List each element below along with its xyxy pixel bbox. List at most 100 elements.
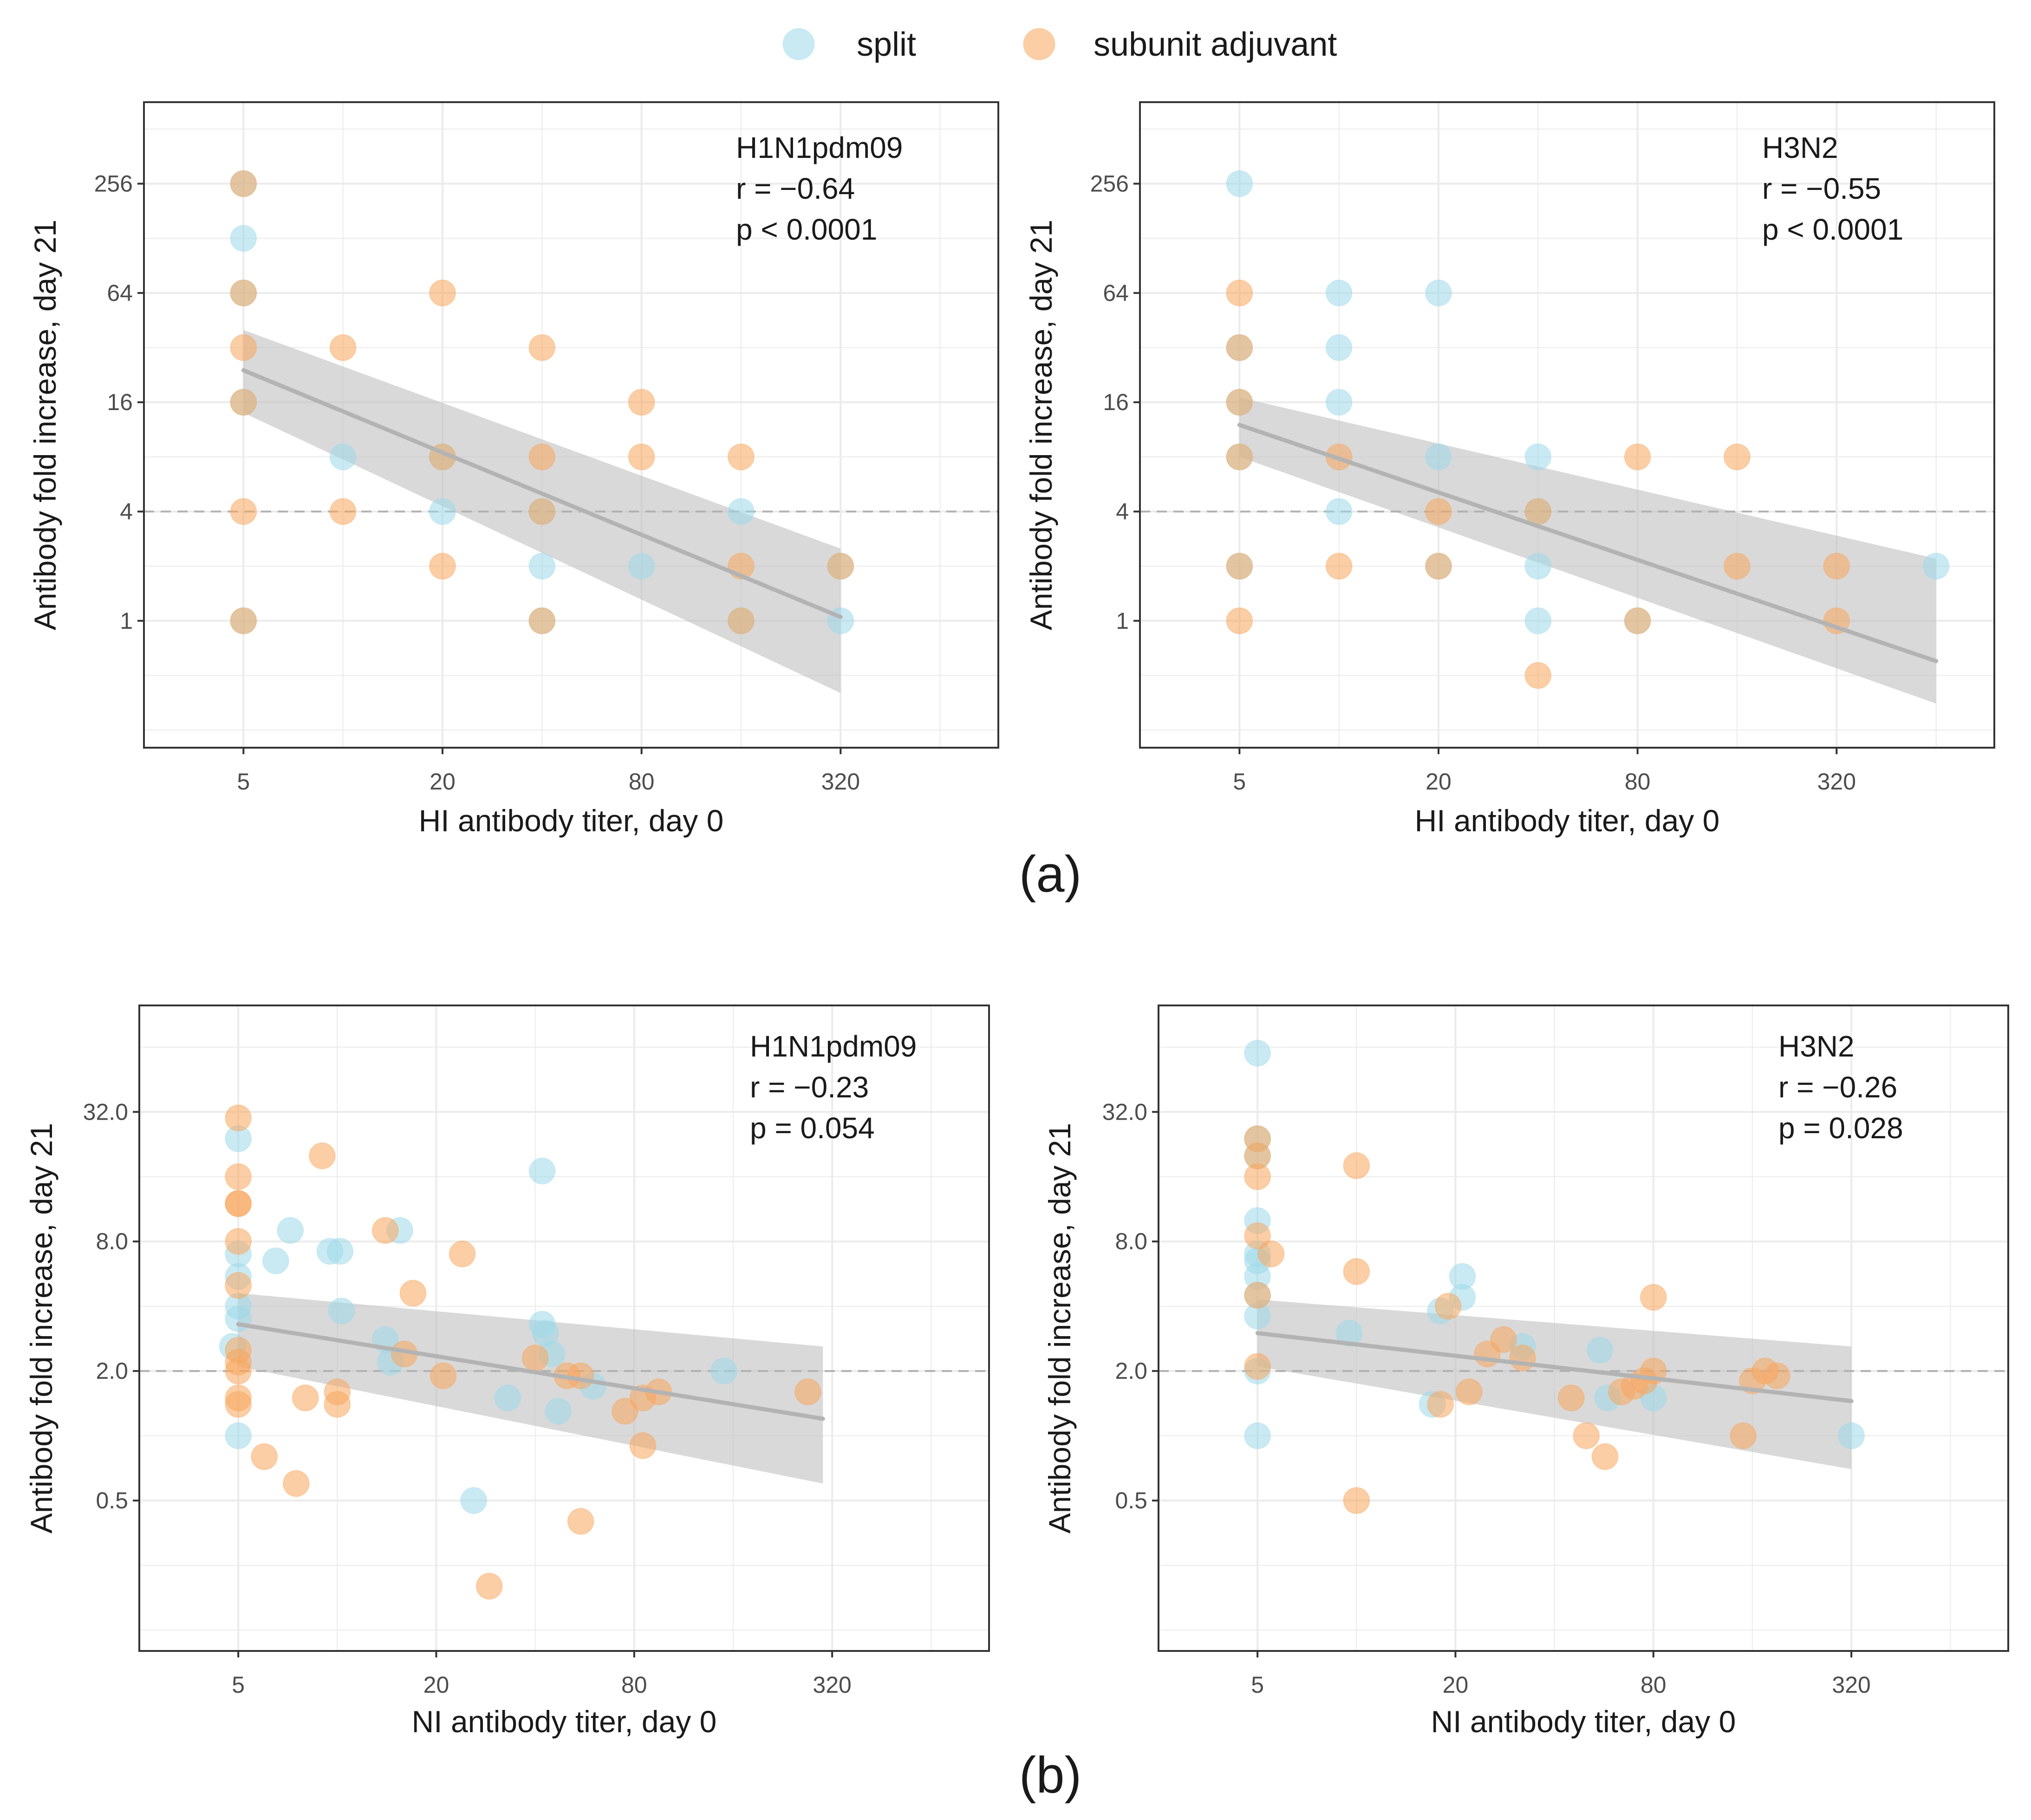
y-axis-title: Antibody fold increase, day 21	[1042, 1123, 1077, 1533]
x-tick-label: 80	[1640, 1672, 1666, 1698]
data-point-subunit-adjuvant	[628, 389, 655, 416]
data-point-subunit-adjuvant	[1624, 443, 1651, 470]
panel-a-h1n1pdm09: 5 20 80 320 1 4 16 64 256 HI antibody titer, day …	[28, 101, 999, 838]
data-point-subunit-adjuvant	[399, 1279, 427, 1307]
regression-line	[241, 368, 843, 620]
data-points	[1244, 1039, 1865, 1514]
data-point-subunit-adjuvant	[1763, 1362, 1790, 1389]
legend: split subunit adjuvant	[782, 26, 1337, 63]
stat-annotation: H1N1pdm09	[736, 131, 903, 164]
x-tick-label: 80	[1625, 769, 1651, 795]
panel-b-h1n1pdm09: 5 20 80 320 0.5 2.0 8.0 32.0 NI antibody titer, …	[24, 1005, 990, 1739]
data-points	[230, 170, 854, 634]
x-axis-title: HI antibody titer, day 0	[1415, 803, 1720, 838]
data-points	[219, 1104, 821, 1600]
y-axis-title: Antibody fold increase, day 21	[28, 220, 62, 630]
stat-annotation: r = −0.55	[1762, 172, 1881, 205]
data-point-subunit-adjuvant	[628, 443, 655, 470]
y-tick-label: 1	[1116, 608, 1129, 634]
data-point-split	[225, 1305, 252, 1332]
data-point-split	[528, 1157, 556, 1185]
data-point-subunit-adjuvant	[1455, 1378, 1483, 1406]
x-tick-label: 5	[1233, 769, 1246, 795]
panel-b-h3n2: 5 20 80 320 0.5 2.0 8.0 32.0 NI antibody titer, …	[1042, 1005, 2009, 1739]
x-tick-label: 20	[430, 769, 456, 795]
data-point-subunit-adjuvant	[225, 1163, 252, 1190]
data-point-subunit-adjuvant	[1524, 498, 1552, 525]
data-point-subunit-adjuvant	[1640, 1284, 1667, 1311]
x-axis-title: HI antibody titer, day 0	[419, 803, 724, 838]
data-point-subunit-adjuvant	[521, 1344, 549, 1372]
y-tick-label: 256	[94, 171, 133, 197]
x-axis-title: NI antibody titer, day 0	[1431, 1704, 1736, 1739]
y-tick-label: 8.0	[1115, 1228, 1147, 1254]
x-tick-label: 20	[423, 1672, 449, 1698]
confidence-band	[1257, 1299, 1852, 1469]
legend-label-split: split	[857, 26, 916, 63]
x-tick-label: 20	[1443, 1672, 1469, 1698]
data-point-split	[1244, 1422, 1271, 1449]
data-point-split	[1524, 553, 1552, 580]
data-point-split	[710, 1357, 738, 1385]
plot-border	[1158, 1005, 2009, 1652]
panel-a-h3n2: 5 20 80 320 1 4 16 64 256 HI antibody titer, day …	[1024, 101, 1995, 838]
data-point-split	[460, 1487, 488, 1514]
data-point-subunit-adjuvant	[371, 1217, 399, 1244]
legend-swatch-split	[782, 28, 815, 60]
data-point-split	[545, 1397, 572, 1425]
y-tick-label: 32.0	[83, 1099, 128, 1125]
data-point-subunit-adjuvant	[1226, 279, 1253, 307]
stat-annotation: H3N2	[1762, 131, 1838, 164]
data-point-split	[628, 553, 655, 580]
data-point-subunit-adjuvant	[324, 1378, 351, 1406]
stat-annotation: p < 0.0001	[736, 213, 877, 246]
data-point-split	[727, 498, 755, 525]
data-point-subunit-adjuvant	[225, 1357, 252, 1385]
y-tick-label: 1	[120, 608, 133, 634]
data-point-subunit-adjuvant	[225, 1104, 252, 1132]
data-point-subunit-adjuvant	[528, 498, 556, 525]
data-point-subunit-adjuvant	[1226, 389, 1253, 416]
data-point-subunit-adjuvant	[230, 389, 257, 416]
data-point-subunit-adjuvant	[230, 170, 257, 197]
data-point-subunit-adjuvant	[1509, 1344, 1536, 1372]
data-point-split	[1838, 1422, 1865, 1449]
data-point-split	[1425, 279, 1452, 307]
data-point-subunit-adjuvant	[225, 1190, 252, 1217]
y-tick-label: 256	[1090, 171, 1129, 197]
data-point-subunit-adjuvant	[1244, 1163, 1271, 1190]
data-point-subunit-adjuvant	[429, 553, 456, 580]
data-point-subunit-adjuvant	[1226, 334, 1253, 361]
data-point-subunit-adjuvant	[1325, 553, 1353, 580]
data-point-subunit-adjuvant	[230, 498, 257, 525]
data-point-subunit-adjuvant	[230, 279, 257, 307]
plot-border	[138, 1005, 990, 1652]
x-tick-label: 320	[1832, 1672, 1870, 1698]
data-point-subunit-adjuvant	[1244, 1222, 1271, 1250]
data-point-subunit-adjuvant	[475, 1572, 503, 1600]
data-point-subunit-adjuvant	[1427, 1390, 1454, 1418]
data-point-subunit-adjuvant	[1524, 662, 1552, 689]
data-point-split	[494, 1384, 521, 1412]
data-point-split	[262, 1247, 289, 1275]
data-point-subunit-adjuvant	[567, 1508, 594, 1535]
stat-annotation: H1N1pdm09	[750, 1030, 917, 1063]
data-point-subunit-adjuvant	[1343, 1152, 1370, 1180]
data-point-subunit-adjuvant	[1226, 553, 1253, 580]
data-point-split	[1586, 1337, 1614, 1364]
data-point-subunit-adjuvant	[1823, 553, 1850, 580]
data-point-subunit-adjuvant	[430, 1362, 457, 1389]
figure-label-b: (b)	[1019, 1747, 1081, 1804]
data-point-subunit-adjuvant	[251, 1443, 278, 1470]
data-point-subunit-adjuvant	[429, 279, 456, 307]
data-point-split	[1325, 279, 1353, 307]
stat-annotation: p = 0.054	[750, 1111, 875, 1145]
y-tick-label: 64	[1103, 280, 1129, 306]
data-point-split	[1335, 1319, 1363, 1347]
data-point-subunit-adjuvant	[282, 1470, 310, 1497]
data-point-subunit-adjuvant	[1434, 1292, 1462, 1320]
data-point-subunit-adjuvant	[225, 1390, 252, 1418]
data-point-subunit-adjuvant	[329, 498, 357, 525]
data-point-subunit-adjuvant	[567, 1362, 594, 1389]
data-point-subunit-adjuvant	[1723, 553, 1751, 580]
